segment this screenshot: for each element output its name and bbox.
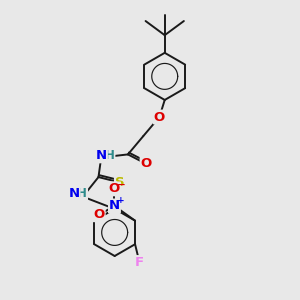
Text: H: H — [77, 187, 87, 200]
Text: −: − — [117, 180, 125, 190]
Text: O: O — [154, 110, 165, 124]
Text: H: H — [105, 149, 115, 162]
Text: N: N — [109, 200, 120, 212]
Text: O: O — [109, 182, 120, 195]
Text: S: S — [115, 176, 124, 189]
Text: N: N — [68, 187, 80, 200]
Text: N: N — [96, 149, 107, 162]
Text: O: O — [140, 157, 152, 170]
Text: O: O — [94, 208, 105, 221]
Text: +: + — [117, 196, 125, 205]
Text: F: F — [135, 256, 144, 269]
